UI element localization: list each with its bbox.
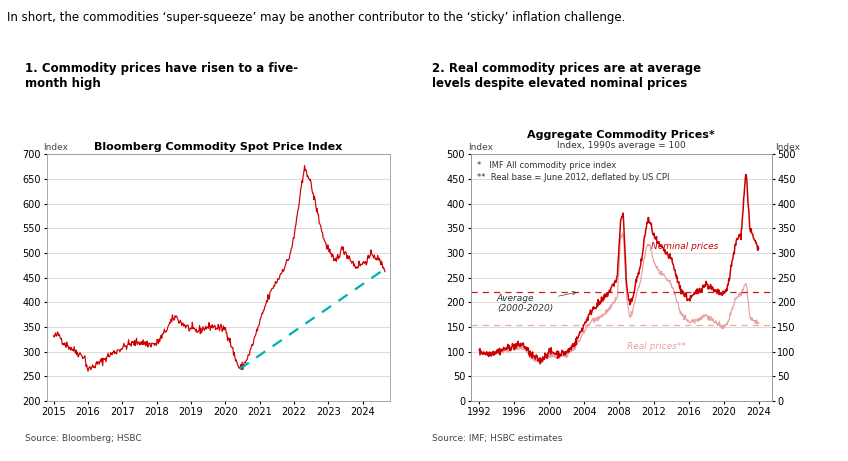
Text: Real prices**: Real prices**: [628, 342, 686, 351]
Text: Index, 1990s average = 100: Index, 1990s average = 100: [557, 141, 685, 150]
Text: *   IMF All commodity price index: * IMF All commodity price index: [477, 160, 616, 170]
Title: Bloomberg Commodity Spot Price Index: Bloomberg Commodity Spot Price Index: [94, 142, 343, 152]
Text: 2. Real commodity prices are at average
levels despite elevated nominal prices: 2. Real commodity prices are at average …: [432, 62, 701, 90]
Text: In short, the commodities ‘super-squeeze’ may be another contributor to the ‘sti: In short, the commodities ‘super-squeeze…: [7, 11, 625, 24]
Text: Source: Bloomberg; HSBC: Source: Bloomberg; HSBC: [25, 433, 142, 443]
Text: **  Real base = June 2012, deflated by US CPI: ** Real base = June 2012, deflated by US…: [477, 173, 669, 182]
Title: Aggregate Commodity Prices*: Aggregate Commodity Prices*: [527, 130, 715, 140]
Text: Index: Index: [43, 143, 68, 152]
Text: 1. Commodity prices have risen to a five-
month high: 1. Commodity prices have risen to a five…: [25, 62, 298, 90]
Text: Source: IMF; HSBC estimates: Source: IMF; HSBC estimates: [432, 433, 563, 443]
Text: Nominal prices: Nominal prices: [651, 242, 718, 251]
Text: Index: Index: [467, 143, 493, 152]
Text: Average
(2000-2020): Average (2000-2020): [497, 291, 576, 313]
Text: Index: Index: [775, 143, 800, 152]
